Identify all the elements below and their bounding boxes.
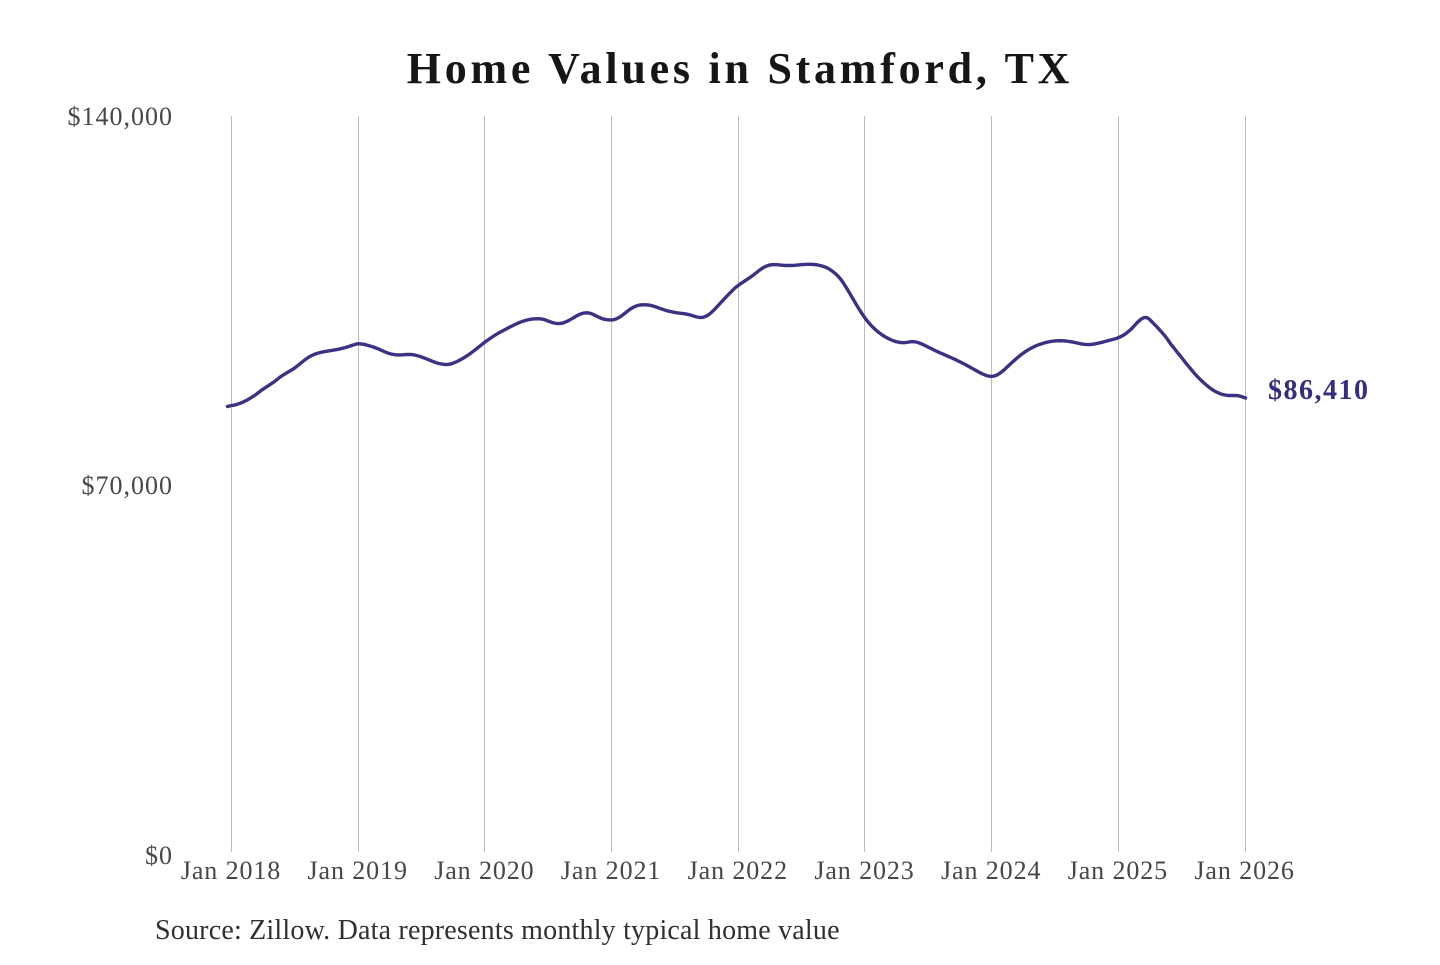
svg-text:Jan 2020: Jan 2020 [434, 856, 534, 885]
svg-text:Jan 2023: Jan 2023 [814, 856, 914, 885]
svg-text:Jan 2025: Jan 2025 [1068, 856, 1168, 885]
svg-text:$70,000: $70,000 [82, 471, 174, 500]
svg-text:$140,000: $140,000 [68, 102, 174, 131]
svg-text:Home Values in Stamford, TX: Home Values in Stamford, TX [407, 44, 1073, 93]
svg-text:Jan 2026: Jan 2026 [1194, 856, 1294, 885]
svg-text:Jan 2018: Jan 2018 [181, 856, 281, 885]
svg-text:Jan 2022: Jan 2022 [688, 856, 788, 885]
svg-text:$0: $0 [145, 841, 173, 870]
svg-text:Source: Zillow. Data represent: Source: Zillow. Data represents monthly … [155, 915, 840, 946]
svg-text:Jan 2024: Jan 2024 [941, 856, 1041, 885]
svg-text:Jan 2019: Jan 2019 [308, 856, 408, 885]
svg-text:Jan 2021: Jan 2021 [561, 856, 661, 885]
svg-text:$86,410: $86,410 [1268, 375, 1370, 406]
